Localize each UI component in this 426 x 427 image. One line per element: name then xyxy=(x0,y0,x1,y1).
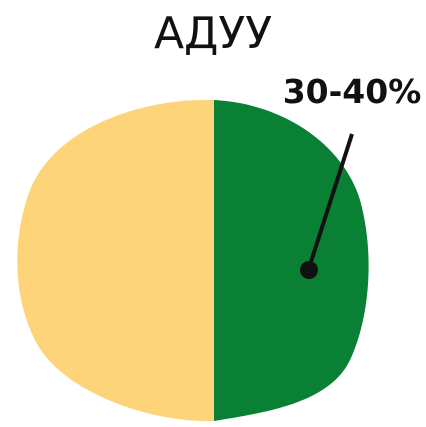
pointer-line xyxy=(307,133,354,269)
range-label: 30-40% xyxy=(283,72,422,111)
title: АДУУ xyxy=(154,8,272,59)
pointer-dot xyxy=(300,261,318,279)
